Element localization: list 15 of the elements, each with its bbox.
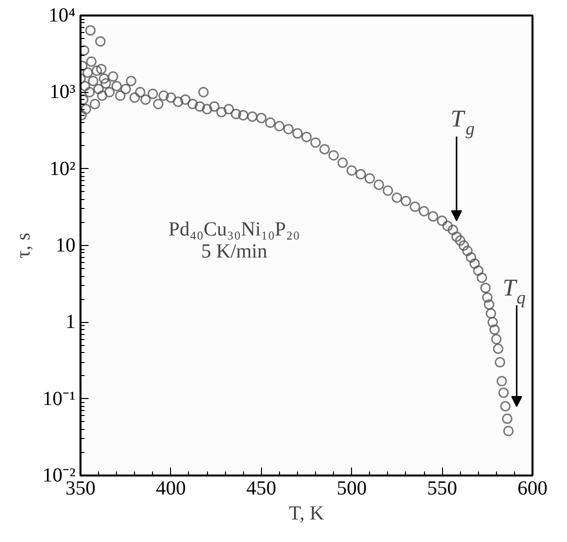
- y-tick-label: 10²: [50, 158, 76, 180]
- y-tick-label: 10³: [50, 81, 76, 104]
- x-tick-label: 600: [518, 478, 548, 500]
- x-tick-label: 550: [427, 478, 458, 500]
- x-tick-label: 500: [336, 478, 367, 500]
- annotation: 5 K/min: [201, 240, 268, 262]
- x-tick-label: 400: [156, 478, 186, 500]
- y-tick-label: 10⁴: [48, 4, 76, 26]
- y-tick-label: 10: [56, 234, 76, 256]
- y-tick-label: 1: [66, 311, 76, 334]
- x-axis-title: T, K: [288, 502, 325, 524]
- x-tick-label: 450: [246, 478, 276, 500]
- annotation: Pd₄₀Cu₃₀Ni₁₀P₂₀: [168, 218, 300, 240]
- y-axis-title: τ, s: [12, 232, 35, 258]
- y-tick-label: 10⁻¹: [42, 388, 76, 410]
